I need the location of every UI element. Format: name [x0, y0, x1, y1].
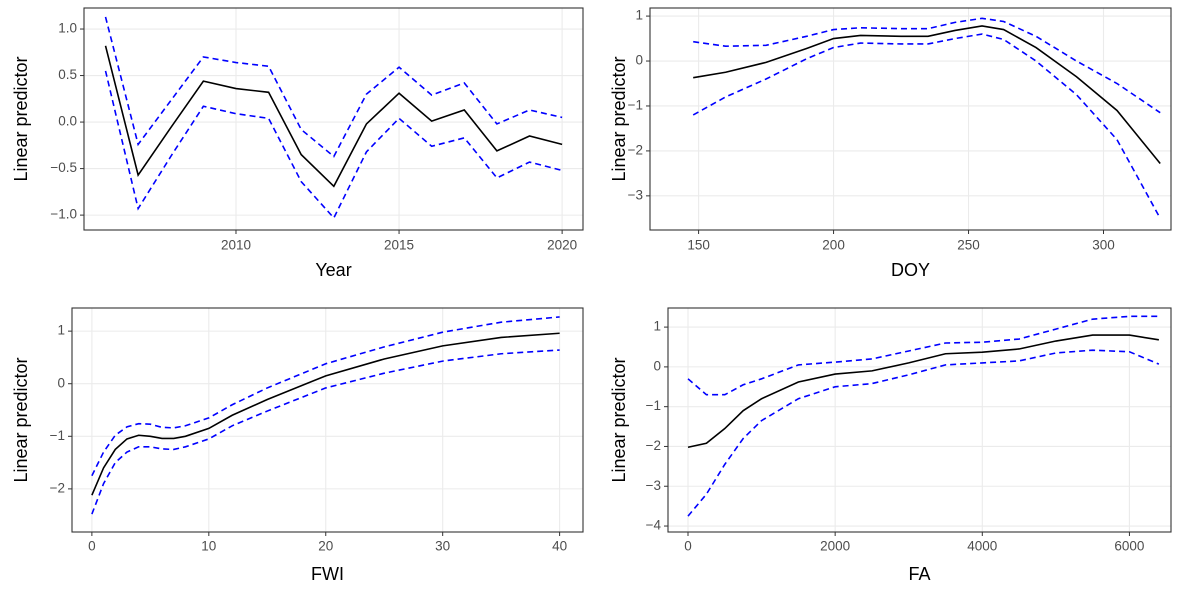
- y-axis-title: Linear predictor: [11, 357, 31, 482]
- series-line: [91, 332, 560, 496]
- x-tick-label: 2010: [221, 238, 251, 253]
- series-line: [104, 70, 563, 220]
- series-line: [91, 349, 560, 515]
- plot-frame: [83, 7, 584, 231]
- x-axis-title: Year: [315, 260, 351, 280]
- plot-frame: [649, 7, 1172, 231]
- x-tick-label: 40: [552, 539, 567, 554]
- series-line: [687, 334, 1159, 449]
- panel: −3 −2 −1 0 1 150 200 250 300 DOY Linear predictor: [609, 7, 1172, 280]
- y-axis-title: Linear predictor: [609, 56, 629, 181]
- x-tick-label: 0: [88, 539, 96, 554]
- y-tick-label: −2: [646, 438, 661, 453]
- y-tick-label: 1: [635, 8, 643, 23]
- series-line: [693, 17, 1161, 114]
- series-line: [104, 16, 563, 158]
- y-tick-label: −1: [628, 98, 643, 113]
- series-line: [693, 25, 1161, 164]
- series-line: [692, 33, 1161, 219]
- y-tick-label: 0.5: [58, 67, 77, 82]
- plot-frame: [667, 307, 1172, 533]
- x-tick-label: 2020: [547, 238, 577, 253]
- series-line: [104, 45, 563, 188]
- x-tick-label: 30: [435, 539, 450, 554]
- y-tick-label: −0.5: [50, 160, 77, 175]
- y-axis-title: Linear predictor: [609, 357, 629, 482]
- x-tick-label: 250: [957, 238, 980, 253]
- y-axis-title: Linear predictor: [11, 56, 31, 181]
- y-tick-label: −2: [50, 480, 65, 495]
- series-line: [687, 315, 1159, 396]
- y-tick-label: 0.0: [58, 114, 77, 129]
- y-tick-label: −4: [646, 518, 662, 533]
- plot-frame: [71, 307, 584, 533]
- x-tick-label: 4000: [967, 539, 997, 554]
- x-tick-label: 0: [684, 539, 692, 554]
- y-tick-label: −2: [628, 142, 643, 157]
- x-tick-label: 2015: [384, 238, 414, 253]
- y-tick-label: −1: [50, 428, 65, 443]
- y-tick-label: −3: [646, 478, 661, 493]
- y-tick-label: 1.0: [58, 21, 77, 36]
- y-tick-label: 0: [57, 375, 65, 390]
- x-tick-label: 6000: [1114, 539, 1144, 554]
- x-axis-title: FWI: [311, 564, 344, 584]
- y-tick-label: −3: [628, 187, 643, 202]
- series-line: [91, 316, 560, 477]
- y-tick-label: −1: [646, 398, 661, 413]
- panel: −4 −3 −2 −1 0 1 0 2000 4000 6000 FA Linear predicto…: [609, 307, 1172, 584]
- x-tick-label: 300: [1092, 238, 1115, 253]
- x-tick-label: 150: [687, 238, 710, 253]
- y-tick-label: 0: [653, 358, 661, 373]
- y-tick-label: 1: [57, 323, 65, 338]
- y-tick-label: 1: [653, 319, 661, 334]
- x-tick-label: 10: [201, 539, 216, 554]
- x-tick-label: 20: [318, 539, 333, 554]
- series-line: [687, 349, 1160, 517]
- x-tick-label: 2000: [820, 539, 850, 554]
- panel: −1.0 −0.5 0.0 0.5 1.0 2010 2015 2020 Year Linear …: [11, 7, 584, 280]
- x-tick-label: 200: [822, 238, 845, 253]
- y-tick-label: −1.0: [50, 207, 77, 222]
- x-axis-title: DOY: [891, 260, 930, 280]
- x-axis-title: FA: [908, 564, 930, 584]
- y-tick-label: 0: [635, 53, 643, 68]
